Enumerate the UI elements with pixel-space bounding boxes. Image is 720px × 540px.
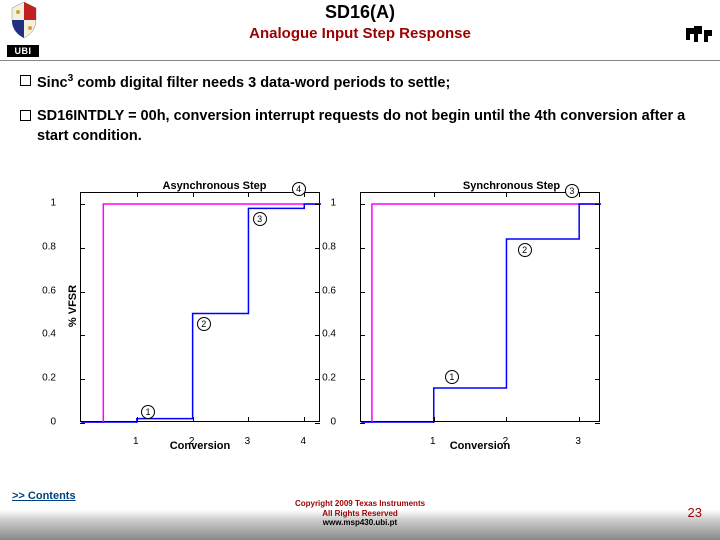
bullet-icon — [20, 75, 31, 86]
chart-marker: 4 — [292, 182, 306, 196]
chart-marker: 2 — [518, 243, 532, 257]
bullet-text: Sinc3 comb digital filter needs 3 data-w… — [37, 72, 450, 93]
chart-left: 00.20.40.60.81 1234 1234 Conversion — [80, 192, 320, 422]
chart-marker: 3 — [253, 212, 267, 226]
copyright-block: Copyright 2009 Texas Instruments All Rig… — [0, 499, 720, 528]
header-divider — [0, 60, 720, 61]
plot-svg — [361, 193, 601, 423]
footer-url: www.msp430.ubi.pt — [0, 518, 720, 528]
bullet-item: Sinc3 comb digital filter needs 3 data-w… — [20, 72, 700, 93]
crest-logo — [4, 0, 44, 40]
bullet-icon — [20, 110, 31, 121]
charts-figure: % VFSR Asynchronous Step Synchronous Ste… — [80, 180, 640, 422]
plot-area: 123 — [360, 192, 600, 422]
ubi-badge: UBI — [6, 44, 40, 58]
ubi-label: UBI — [7, 45, 39, 58]
chart-title-right: Synchronous Step — [383, 180, 640, 192]
footer: >> Contents Copyright 2009 Texas Instrum… — [0, 480, 720, 540]
bullet-text: SD16INTDLY = 00h, conversion interrupt r… — [37, 107, 700, 146]
copyright-line1: Copyright 2009 Texas Instruments — [0, 499, 720, 509]
plot-area: 1234 — [80, 192, 320, 422]
chart-marker: 1 — [445, 370, 459, 384]
y-axis-label: % VFSR — [67, 285, 79, 327]
chart-marker: 2 — [197, 317, 211, 331]
x-axis-label: Conversion — [80, 440, 320, 452]
slide-title: SD16(A) — [0, 0, 720, 23]
page-number: 23 — [688, 505, 702, 520]
x-axis-label: Conversion — [360, 440, 600, 452]
slide: UBI SD16(A) Analogue Input Step Response… — [0, 0, 720, 540]
content-area: Sinc3 comb digital filter needs 3 data-w… — [0, 62, 720, 147]
bullet-item: SD16INTDLY = 00h, conversion interrupt r… — [20, 107, 700, 146]
slide-subtitle: Analogue Input Step Response — [0, 25, 720, 42]
plot-svg — [81, 193, 321, 423]
ti-logo — [684, 22, 714, 46]
chart-right: 00.20.40.60.81 123 123 Conversion — [360, 192, 600, 422]
header: UBI SD16(A) Analogue Input Step Response — [0, 0, 720, 62]
chart-marker: 3 — [565, 184, 579, 198]
copyright-line2: All Rights Reserved — [0, 509, 720, 519]
chart-marker: 1 — [141, 405, 155, 419]
